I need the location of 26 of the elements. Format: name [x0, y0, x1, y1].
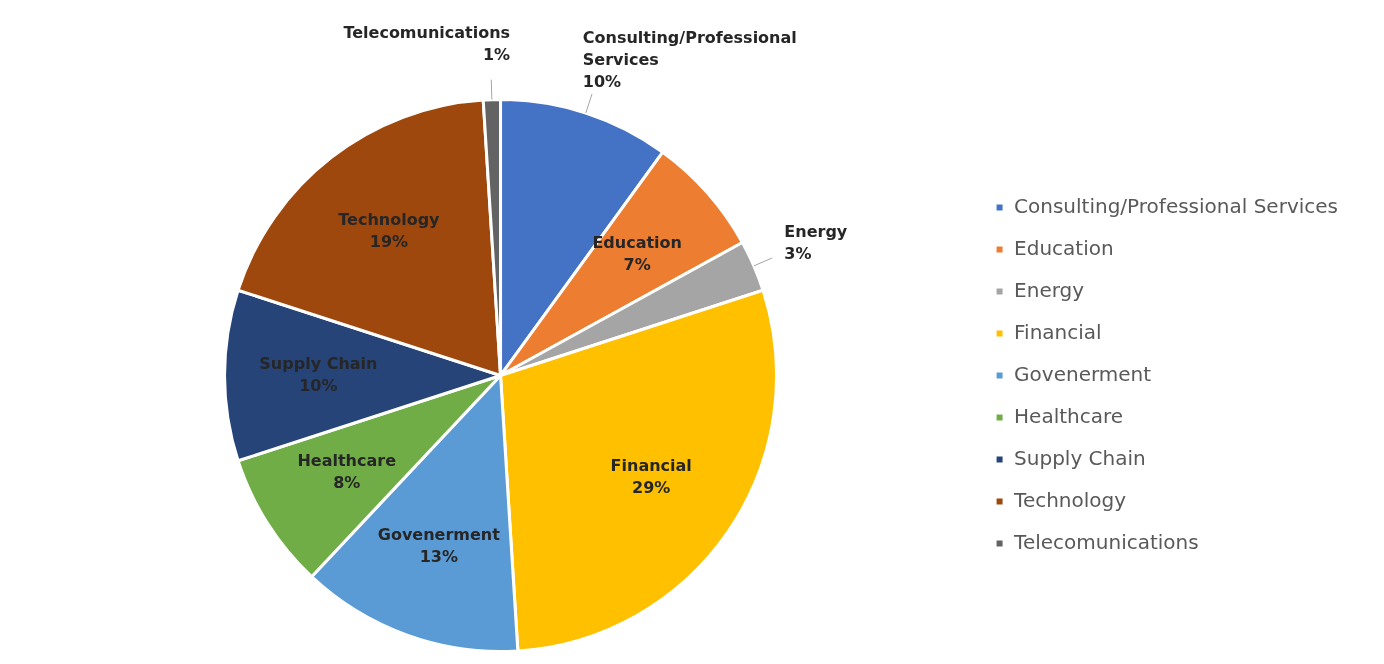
slice-label: Govenerment [377, 525, 501, 545]
slice-label: Healthcare [297, 451, 397, 471]
data-label: 10% [299, 375, 338, 395]
data-label: 29% [632, 478, 671, 498]
legend-label: Financial [1014, 319, 1102, 344]
data-label: 7% [623, 255, 651, 275]
legend-label: Education [1014, 235, 1114, 260]
legend-label: Supply Chain [1014, 445, 1146, 470]
slice-label: Telecomunications [343, 22, 511, 42]
data-label: 8% [333, 473, 361, 493]
data-label: 19% [369, 231, 409, 251]
legend-label: Govenerment [1014, 361, 1152, 386]
slice-label: Energy [784, 222, 848, 242]
legend-label: Healthcare [1014, 403, 1124, 428]
data-label: 3% [784, 244, 812, 264]
legend-label: Technology [1013, 487, 1127, 512]
legend-label: Telecomunications [1013, 529, 1199, 554]
data-label: 13% [419, 547, 458, 567]
data-label: 1% [482, 44, 511, 64]
slice-label: Consulting/Professional Services [582, 27, 797, 69]
slice-label: Financial [610, 456, 692, 476]
legend-label: Energy [1014, 277, 1085, 302]
slice-label: Supply Chain [259, 353, 378, 373]
legend-label: Consulting/Professional Services [1014, 193, 1339, 218]
slice-label: Technology [338, 209, 441, 229]
data-label: 10% [582, 71, 622, 91]
